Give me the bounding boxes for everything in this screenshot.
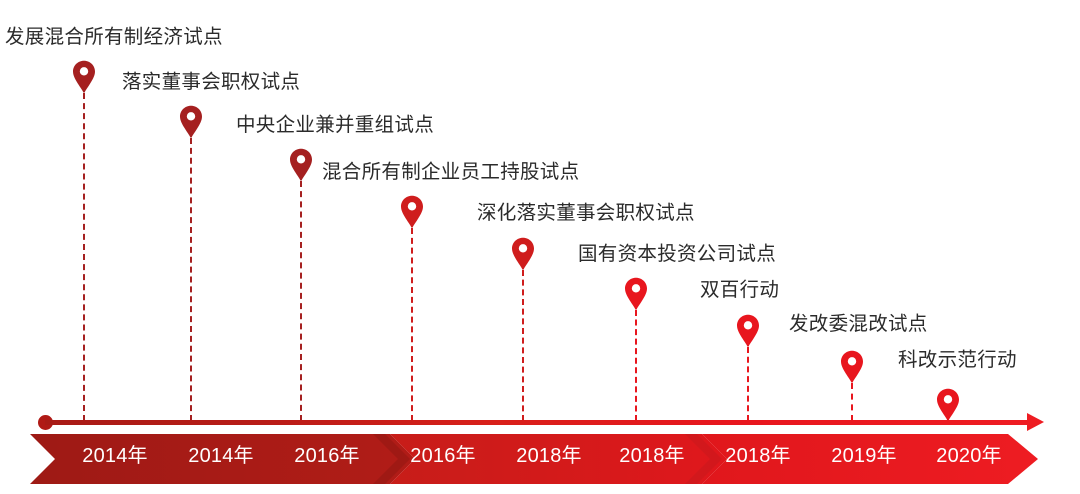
milestone-label: 混合所有制企业员工持股试点 xyxy=(322,161,580,183)
map-pin-icon[interactable] xyxy=(936,388,960,421)
connector-line xyxy=(522,270,524,421)
milestone-label: 科改示范行动 xyxy=(898,349,1017,371)
year-band-arrow xyxy=(30,434,1038,484)
map-pin-icon[interactable] xyxy=(72,60,96,93)
map-pin-icon[interactable] xyxy=(511,237,535,270)
connector-line xyxy=(747,347,749,421)
year-label: 2014年 xyxy=(82,445,148,467)
year-label: 2016年 xyxy=(294,445,360,467)
axis-arrow-right-icon xyxy=(1027,413,1044,431)
connector-line xyxy=(635,310,637,421)
milestone-label: 发展混合所有制经济试点 xyxy=(5,26,223,48)
axis-line xyxy=(45,420,1030,425)
milestone-label: 深化落实董事会职权试点 xyxy=(477,202,695,224)
year-label: 2019年 xyxy=(831,445,897,467)
year-label: 2018年 xyxy=(619,445,685,467)
year-label: 2020年 xyxy=(936,445,1002,467)
milestone-label: 落实董事会职权试点 xyxy=(122,71,301,93)
connector-line xyxy=(300,181,302,421)
year-label: 2014年 xyxy=(188,445,254,467)
map-pin-icon[interactable] xyxy=(289,148,313,181)
milestone-label: 发改委混改试点 xyxy=(789,313,928,335)
map-pin-icon[interactable] xyxy=(624,277,648,310)
milestone-label: 国有资本投资公司试点 xyxy=(578,243,777,265)
connector-line xyxy=(83,93,85,421)
map-pin-icon[interactable] xyxy=(179,105,203,138)
map-pin-icon[interactable] xyxy=(840,350,864,383)
connector-line xyxy=(411,228,413,421)
year-label: 2018年 xyxy=(725,445,791,467)
map-pin-icon[interactable] xyxy=(400,195,424,228)
connector-line xyxy=(190,138,192,421)
milestone-label: 双百行动 xyxy=(700,279,780,301)
year-label: 2018年 xyxy=(516,445,582,467)
connector-line xyxy=(851,383,853,421)
map-pin-icon[interactable] xyxy=(736,314,760,347)
year-label: 2016年 xyxy=(410,445,476,467)
milestone-label: 中央企业兼并重组试点 xyxy=(236,114,435,136)
